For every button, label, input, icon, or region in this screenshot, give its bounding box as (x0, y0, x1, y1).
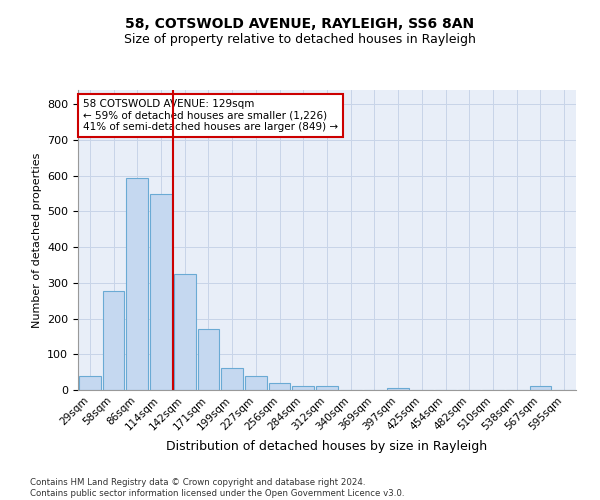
Bar (221, 368, 243, 390)
Text: 58, COTSWOLD AVENUE, RAYLEIGH, SS6 8AN: 58, COTSWOLD AVENUE, RAYLEIGH, SS6 8AN (125, 18, 475, 32)
Y-axis label: Number of detached properties: Number of detached properties (32, 152, 41, 328)
Text: 58 COTSWOLD AVENUE: 129sqm
← 59% of detached houses are smaller (1,226)
41% of s: 58 COTSWOLD AVENUE: 129sqm ← 59% of deta… (83, 99, 338, 132)
Bar (269, 383, 290, 390)
Bar (174, 274, 196, 390)
Bar (245, 376, 267, 390)
Text: Size of property relative to detached houses in Rayleigh: Size of property relative to detached ho… (124, 32, 476, 46)
X-axis label: Distribution of detached houses by size in Rayleigh: Distribution of detached houses by size … (166, 440, 488, 453)
Bar (316, 386, 338, 390)
Bar (79, 376, 101, 390)
Bar (150, 194, 172, 390)
Bar (387, 388, 409, 390)
Bar (197, 330, 220, 390)
Text: Contains HM Land Registry data © Crown copyright and database right 2024.
Contai: Contains HM Land Registry data © Crown c… (30, 478, 404, 498)
Bar (292, 386, 314, 390)
Bar (530, 386, 551, 390)
Bar (103, 290, 124, 390)
Bar (127, 178, 148, 390)
